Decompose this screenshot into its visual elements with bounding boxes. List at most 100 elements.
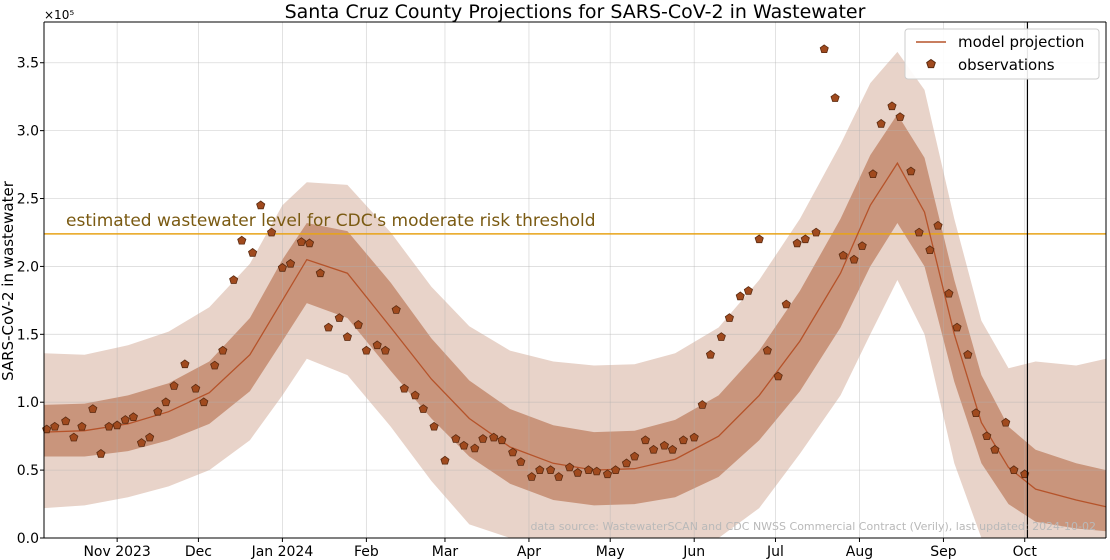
observation-point: [963, 349, 973, 359]
x-tick-label: Mar: [432, 544, 459, 560]
observation-point: [229, 275, 239, 284]
observation-point: [689, 432, 699, 442]
observation-point: [527, 472, 537, 481]
observation-point: [857, 241, 867, 250]
observation-point: [315, 268, 325, 278]
observation-point: [61, 416, 71, 426]
observation-point: [410, 390, 420, 400]
observation-point: [218, 345, 228, 355]
observation-point: [489, 432, 499, 442]
chart-title: Santa Cruz County Projections for SARS-C…: [285, 1, 866, 23]
axes: [40, 21, 1107, 542]
observation-point: [1001, 417, 1011, 427]
x-tick-label: Jan 2024: [251, 544, 314, 560]
observation-point: [323, 322, 334, 332]
y-tick-label: 1.0: [17, 395, 39, 411]
observation-point: [353, 320, 363, 329]
observation-point: [104, 421, 114, 431]
observation-point: [277, 263, 287, 272]
observation-point: [50, 421, 60, 431]
observation-point: [418, 404, 428, 413]
observation-point: [800, 234, 810, 244]
observation-points: [42, 44, 1030, 481]
observation-point: [112, 420, 122, 430]
observation-point: [906, 166, 916, 176]
x-tick-label: Apr: [517, 544, 541, 560]
observation-point: [838, 250, 848, 260]
legend-marker-swatch: [926, 58, 936, 69]
observation-point: [459, 440, 469, 450]
observation-point: [724, 313, 734, 322]
observation-point: [667, 444, 678, 454]
observation-point: [199, 397, 209, 407]
observation-point: [88, 404, 98, 413]
y-multiplier-label: ×10⁵: [44, 8, 74, 22]
observation-point: [743, 286, 753, 295]
observation-point: [169, 381, 179, 390]
observation-point: [982, 431, 992, 440]
observation-point: [584, 465, 594, 474]
observation-point: [296, 237, 306, 246]
observation-point: [136, 438, 147, 447]
observation-point: [497, 435, 507, 445]
observation-point: [621, 458, 632, 468]
x-tick-label: Feb: [354, 544, 379, 560]
observation-point: [554, 472, 564, 481]
observation-point: [120, 415, 130, 424]
observation-point: [399, 383, 409, 393]
observation-point: [678, 435, 688, 445]
x-tick-label: Jun: [682, 544, 705, 560]
observation-point: [429, 421, 439, 431]
observation-point: [925, 245, 935, 254]
observation-point: [705, 349, 715, 359]
observation-point: [69, 432, 79, 442]
observation-point: [342, 332, 352, 341]
observation-point: [944, 288, 954, 298]
observation-point: [237, 235, 247, 245]
x-tick-label: Oct: [1013, 544, 1038, 560]
outer-uncertainty-band: [44, 51, 1106, 539]
x-tick-label: Nov 2023: [83, 544, 150, 560]
observation-point: [659, 440, 669, 450]
observation-point: [735, 291, 745, 301]
observation-point: [546, 465, 556, 474]
observation-point: [77, 421, 87, 431]
y-tick-labels: 0.0 0.5 1.0 1.5 2.0 2.5 3.0 3.5: [17, 56, 39, 547]
observation-point: [781, 299, 791, 309]
observation-point: [952, 322, 962, 332]
observation-point: [830, 93, 840, 102]
observation-point: [876, 119, 886, 128]
observation-point: [611, 465, 621, 474]
y-tick-label: 0.0: [17, 531, 39, 547]
observation-point: [819, 44, 829, 53]
legend: model projection observations: [904, 28, 1100, 80]
observation-point: [391, 305, 401, 314]
observation-point: [914, 227, 924, 237]
observation-point: [649, 444, 659, 454]
observation-point: [256, 200, 266, 210]
observation-point: [792, 238, 802, 248]
observation-point: [128, 412, 138, 421]
observation-point: [1009, 465, 1019, 474]
x-tick-label: Jul: [766, 544, 784, 560]
observation-point: [96, 449, 106, 458]
y-tick-label: 0.5: [17, 463, 39, 479]
observation-point: [334, 313, 344, 322]
observation-point: [640, 435, 650, 445]
observation-point: [811, 227, 821, 237]
observation-point: [380, 345, 390, 355]
observation-point: [451, 434, 461, 443]
observation-point: [887, 101, 897, 111]
observation-point: [361, 345, 371, 355]
x-tick-label: Dec: [185, 544, 212, 560]
observation-point: [210, 360, 220, 370]
y-tick-label: 2.5: [17, 192, 39, 208]
observation-point: [285, 258, 296, 268]
observation-point: [372, 340, 382, 350]
observation-point: [592, 466, 602, 476]
observation-point: [849, 254, 859, 264]
inner-uncertainty-band: [44, 114, 1106, 532]
observation-point: [180, 359, 190, 369]
